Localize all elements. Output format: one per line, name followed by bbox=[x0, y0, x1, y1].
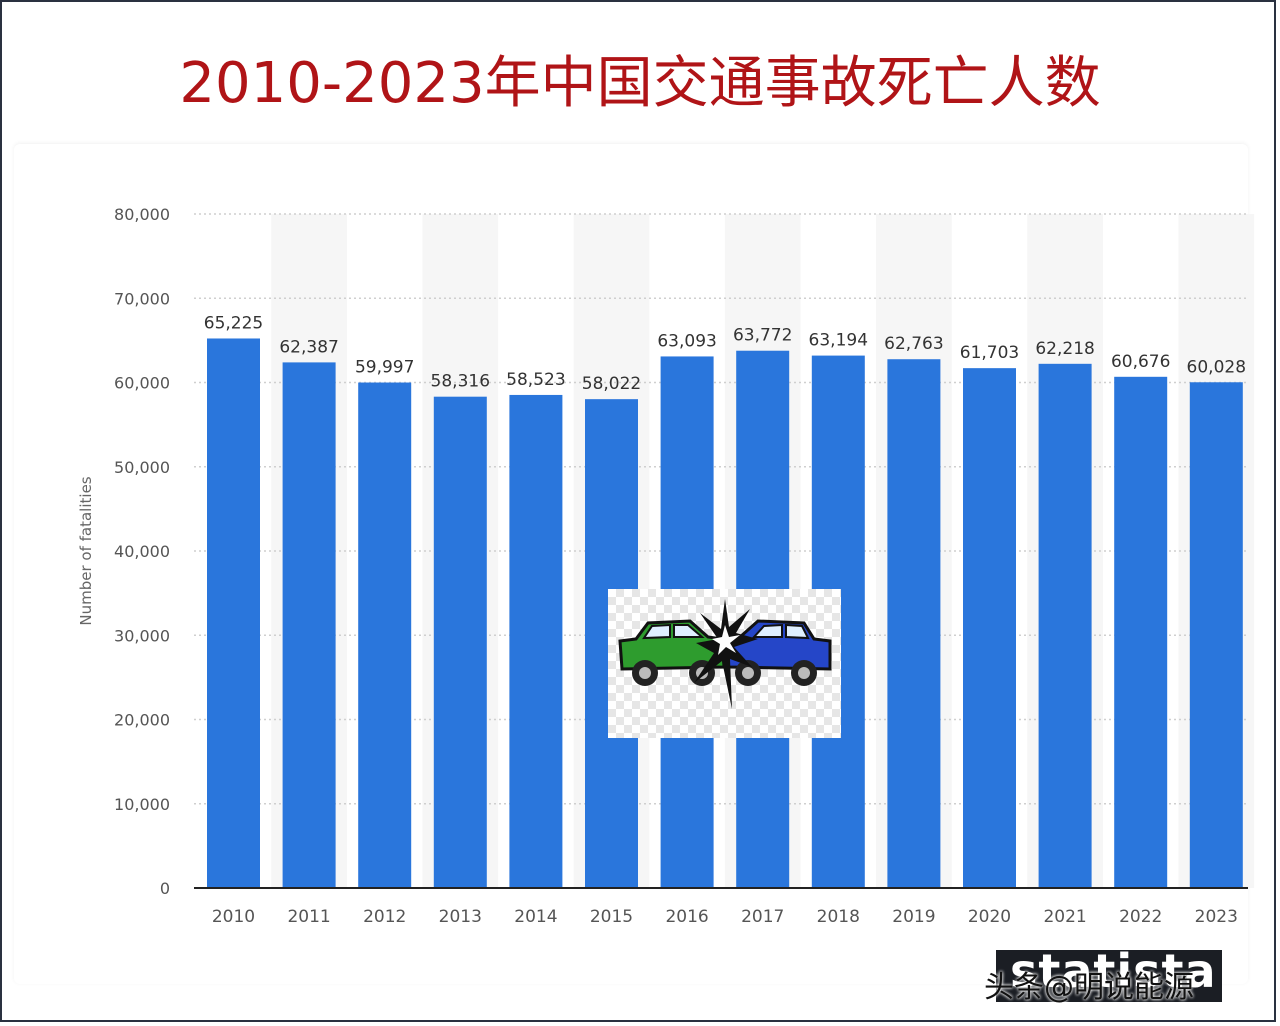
x-tick-label: 2022 bbox=[1119, 907, 1162, 927]
x-tick-label: 2016 bbox=[665, 907, 708, 927]
data-label: 58,022 bbox=[582, 374, 641, 394]
data-label: 62,387 bbox=[279, 337, 338, 357]
data-label: 63,772 bbox=[733, 326, 792, 346]
x-tick-label: 2021 bbox=[1043, 907, 1086, 927]
x-tick-label: 2012 bbox=[363, 907, 406, 927]
x-tick-label: 2011 bbox=[287, 907, 330, 927]
bar bbox=[433, 396, 487, 888]
y-tick-label: 0 bbox=[160, 879, 170, 898]
x-tick-label: 2010 bbox=[212, 907, 255, 927]
x-tick-label: 2013 bbox=[439, 907, 482, 927]
x-tick-label: 2023 bbox=[1195, 907, 1238, 927]
bar bbox=[963, 368, 1016, 888]
car-crash-illustration bbox=[608, 589, 841, 738]
bar bbox=[282, 362, 336, 888]
bar bbox=[1114, 376, 1168, 888]
y-axis-title: Number of fatalities bbox=[77, 476, 95, 625]
toutiao-watermark: 头条@明说能源 bbox=[984, 970, 1194, 1005]
data-label: 61,703 bbox=[960, 343, 1019, 363]
y-tick-label: 60,000 bbox=[114, 374, 170, 393]
data-label: 62,763 bbox=[884, 334, 943, 354]
data-label: 59,997 bbox=[355, 358, 414, 378]
x-tick-label: 2017 bbox=[741, 907, 784, 927]
y-tick-label: 10,000 bbox=[114, 795, 170, 814]
data-label: 58,316 bbox=[431, 372, 490, 392]
x-tick-label: 2014 bbox=[514, 907, 557, 927]
data-label: 63,194 bbox=[809, 331, 868, 351]
x-tick-label: 2020 bbox=[968, 907, 1011, 927]
x-tick-label: 2019 bbox=[892, 907, 935, 927]
y-tick-label: 30,000 bbox=[114, 626, 170, 645]
blue-car-icon bbox=[724, 619, 832, 686]
page-title: 2010-2023年中国交通事故死亡人数 bbox=[179, 51, 1101, 116]
data-label: 58,523 bbox=[506, 370, 565, 390]
bar bbox=[509, 394, 563, 888]
y-tick-label: 70,000 bbox=[114, 289, 170, 308]
data-label: 63,093 bbox=[657, 331, 716, 351]
bar bbox=[207, 338, 260, 888]
statista-watermark-box bbox=[996, 950, 1222, 1002]
x-tick-label: 2015 bbox=[590, 907, 633, 927]
bar bbox=[1189, 382, 1243, 888]
y-tick-label: 80,000 bbox=[114, 205, 170, 224]
bar bbox=[358, 382, 412, 888]
data-label: 65,225 bbox=[204, 313, 263, 333]
bar bbox=[887, 359, 941, 889]
data-label: 60,028 bbox=[1187, 357, 1246, 377]
y-tick-label: 40,000 bbox=[114, 542, 170, 561]
y-tick-label: 50,000 bbox=[114, 458, 170, 477]
statista-logo: statista bbox=[1010, 944, 1217, 998]
green-car-icon bbox=[618, 619, 726, 686]
collision-burst-icon bbox=[694, 599, 758, 709]
x-tick-label: 2018 bbox=[817, 907, 860, 927]
y-tick-label: 20,000 bbox=[114, 711, 170, 730]
data-label: 62,218 bbox=[1035, 339, 1094, 359]
data-label: 60,676 bbox=[1111, 352, 1170, 372]
bar bbox=[1038, 363, 1092, 888]
